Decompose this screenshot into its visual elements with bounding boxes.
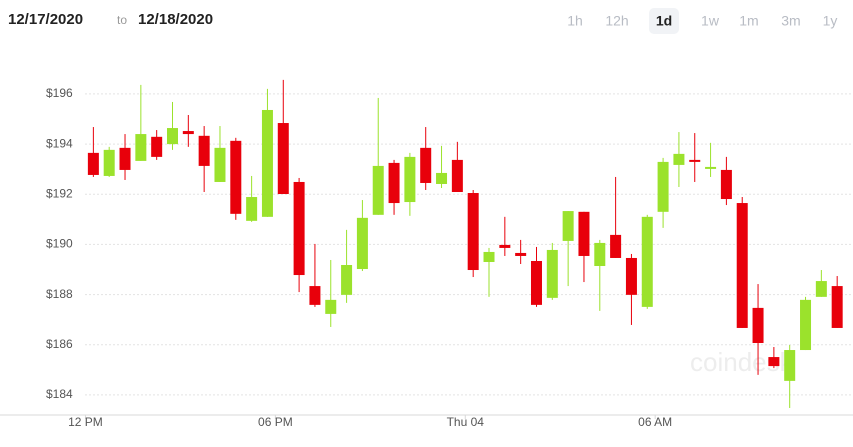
period-button[interactable]: 3m [781, 13, 800, 29]
candle-body [372, 165, 384, 215]
candle-body [483, 251, 495, 262]
candle-body [135, 134, 147, 161]
period-button[interactable]: 1m [739, 13, 758, 29]
candle-body [325, 299, 337, 314]
candle-body [214, 147, 226, 182]
candle-body [87, 152, 99, 175]
range-start[interactable]: 12/17/2020 [8, 11, 83, 28]
candle-body [815, 281, 827, 297]
candle-body [610, 234, 622, 258]
y-tick-label: $184 [46, 387, 73, 401]
candle-body [499, 244, 511, 248]
candle-body [705, 166, 717, 169]
candle-body [420, 147, 432, 183]
candle-body [768, 357, 780, 367]
candle-body [657, 161, 669, 212]
x-tick-label: 06 PM [258, 415, 293, 429]
period-selected-bg [649, 8, 679, 34]
y-tick-label: $188 [46, 287, 73, 301]
y-tick-label: $190 [46, 237, 73, 251]
candle-body [198, 135, 210, 166]
candle-body [119, 147, 131, 170]
candle-body [309, 286, 321, 305]
candle-body [451, 159, 463, 193]
candle-body [784, 350, 796, 381]
candle-body [562, 211, 574, 241]
candle-body [436, 172, 448, 184]
y-tick-label: $194 [46, 136, 73, 150]
period-button[interactable]: 12h [605, 13, 628, 29]
candle-body [641, 216, 653, 307]
candle-body [293, 181, 305, 276]
y-tick-label: $196 [46, 86, 73, 100]
candle-body [831, 286, 843, 328]
candle-body [230, 140, 242, 214]
y-tick-label: $186 [46, 337, 73, 351]
candle-body [594, 242, 606, 267]
candle-body [515, 252, 527, 256]
candle-body [246, 197, 258, 221]
y-tick-label: $192 [46, 186, 73, 200]
candle-body [182, 131, 194, 135]
period-button[interactable]: 1d [656, 13, 672, 29]
candle-body [673, 153, 685, 165]
range-separator: to [117, 13, 127, 27]
x-tick-label: 12 PM [68, 415, 103, 429]
candle-body [625, 257, 637, 295]
candle-body [103, 149, 115, 176]
candle-body [752, 307, 764, 344]
period-button[interactable]: 1w [701, 13, 720, 29]
candle-body [720, 169, 732, 200]
candle-body [689, 159, 701, 162]
candle-body [388, 162, 400, 204]
candle-body [166, 128, 178, 145]
candle-body [356, 217, 368, 270]
candle-body [277, 123, 289, 195]
candle-body [151, 136, 163, 157]
candle-body [467, 193, 479, 271]
candle-body [800, 299, 812, 351]
x-tick-label: Thu 04 [447, 415, 485, 429]
x-tick-label: 06 AM [638, 415, 672, 429]
range-end[interactable]: 12/18/2020 [138, 11, 213, 28]
candle-body [404, 156, 416, 203]
candle-body [578, 211, 590, 256]
candle-body [736, 203, 748, 328]
candle-body [530, 260, 542, 305]
period-button[interactable]: 1y [823, 13, 838, 29]
candle-body [546, 249, 558, 298]
candle-body [261, 109, 273, 217]
candle-body [341, 265, 353, 295]
period-button[interactable]: 1h [567, 13, 583, 29]
